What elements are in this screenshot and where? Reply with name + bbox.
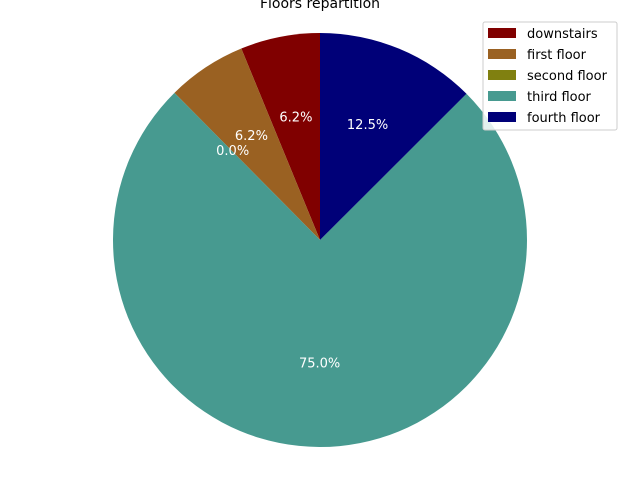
- legend-swatch-downstairs: [488, 28, 516, 38]
- legend-swatch-first-floor: [488, 49, 516, 59]
- pie-slice-first-floor: [174, 48, 320, 240]
- chart-title: Floors repartition: [260, 0, 380, 12]
- legend-frame: [482, 21, 618, 131]
- legend-label-second-floor: second floor: [527, 69, 608, 84]
- legend: downstairs first floor second floor third f…: [482, 21, 618, 131]
- pie-slice-third-floor: [113, 92, 528, 448]
- legend-swatch-fourth-floor: [488, 112, 516, 122]
- pie-slices: [113, 33, 528, 448]
- legend-swatch-second-floor: [488, 70, 516, 80]
- legend-label-fourth-floor: fourth floor: [527, 111, 601, 126]
- pie-slice-fourth-floor: [320, 33, 467, 240]
- slice-label-third-floor: 75.0%: [299, 357, 340, 372]
- legend-label-first-floor: first floor: [527, 48, 587, 63]
- slice-label-first-floor: 6.2%: [235, 129, 268, 144]
- legend-label-third-floor: third floor: [527, 90, 592, 105]
- slice-labels: 6.2%6.2%0.0%75.0%12.5%: [216, 111, 388, 372]
- legend-swatch-third-floor: [488, 91, 516, 101]
- slice-label-fourth-floor: 12.5%: [347, 118, 388, 133]
- slice-label-second-floor: 0.0%: [216, 144, 249, 159]
- legend-label-downstairs: downstairs: [527, 27, 598, 42]
- pie-slice-downstairs: [241, 33, 320, 240]
- slice-label-downstairs: 6.2%: [279, 111, 312, 126]
